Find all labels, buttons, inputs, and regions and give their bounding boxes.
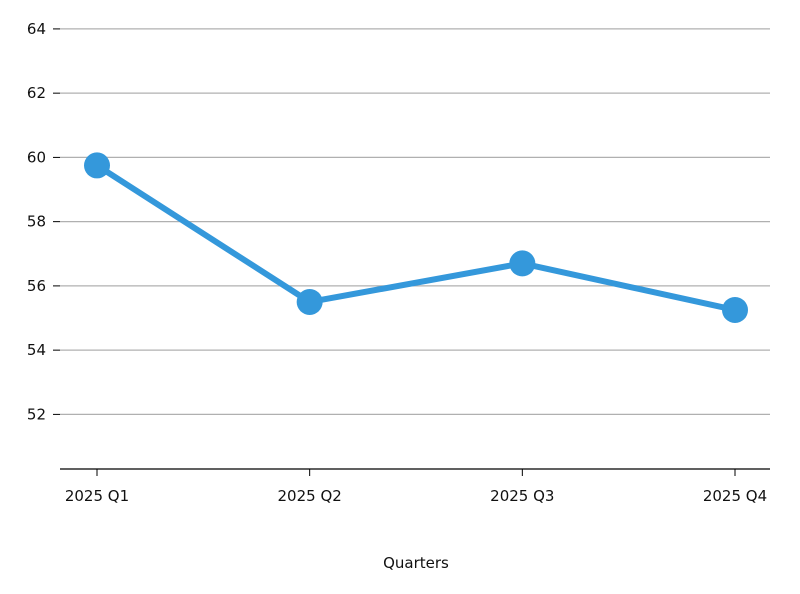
data-point	[84, 152, 110, 179]
y-tick-label: 58	[27, 213, 46, 231]
series-line	[95, 162, 736, 313]
y-axis: 52 54 56 58 60 62 64	[27, 20, 60, 423]
y-tick-label: 60	[27, 148, 46, 166]
data-point	[509, 250, 536, 277]
x-axis: 2025 Q1 2025 Q2 2025 Q3 2025 Q4	[65, 469, 767, 505]
x-axis-label: Quarters	[383, 554, 449, 572]
x-tick-label: 2025 Q3	[490, 487, 554, 505]
grid-lines	[60, 28, 770, 415]
y-tick-label: 62	[27, 84, 46, 102]
y-tick-label: 54	[27, 341, 46, 359]
y-tick-label: 64	[27, 20, 46, 38]
y-tick-label: 56	[27, 277, 46, 295]
data-point	[722, 296, 748, 323]
y-tick-label: 52	[27, 405, 46, 423]
x-tick-label: 2025 Q1	[65, 487, 129, 505]
x-tick-label: 2025 Q2	[278, 487, 342, 505]
x-tick-label: 2025 Q4	[703, 487, 767, 505]
data-point	[296, 288, 323, 315]
series	[84, 152, 748, 323]
